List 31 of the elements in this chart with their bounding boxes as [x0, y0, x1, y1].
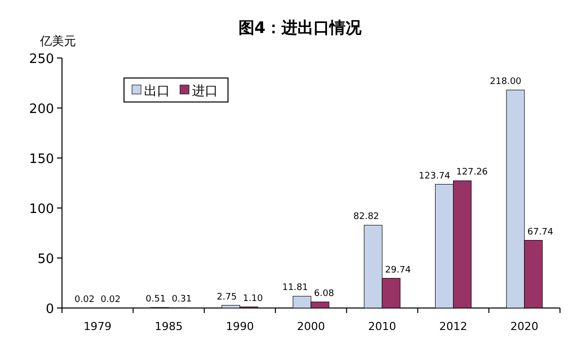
x-tick-label: 2000: [297, 320, 325, 333]
data-label: 11.81: [282, 283, 308, 294]
x-tick-label: 2020: [510, 320, 538, 333]
y-axis-title: 亿美元: [39, 34, 76, 48]
data-label: 218.00: [490, 77, 522, 87]
x-tick-label: 1985: [154, 320, 183, 333]
x-tick-label: 2012: [439, 320, 468, 333]
data-label: 2.75: [216, 292, 237, 302]
x-tick-label: 1990: [226, 320, 254, 333]
data-label: 0.02: [74, 294, 95, 305]
data-label: 0.31: [172, 294, 192, 305]
data-label: 29.74: [385, 265, 412, 276]
x-tick-label: 1979: [84, 320, 112, 333]
y-tick-label: 100: [29, 202, 54, 217]
data-label: 82.82: [353, 212, 380, 222]
y-tick-label: 150: [29, 152, 54, 167]
data-label: 6.08: [314, 288, 334, 299]
data-label: 123.74: [418, 171, 451, 182]
y-tick-label: 250: [29, 52, 54, 67]
data-label: 0.02: [100, 294, 121, 305]
data-label: 127.26: [456, 168, 488, 178]
x-tick-label: 2010: [368, 320, 396, 333]
chart-title: 图4：进出口情况: [238, 18, 363, 37]
legend-label: 进口: [192, 84, 218, 99]
data-label: 1.10: [242, 294, 264, 304]
y-tick-label: 50: [37, 252, 54, 267]
legend-label: 出口: [144, 84, 170, 99]
y-tick-label: 200: [29, 102, 54, 117]
data-label: 67.74: [527, 227, 554, 238]
data-label: 0.51: [146, 294, 166, 304]
y-tick-label: 0: [46, 302, 54, 317]
